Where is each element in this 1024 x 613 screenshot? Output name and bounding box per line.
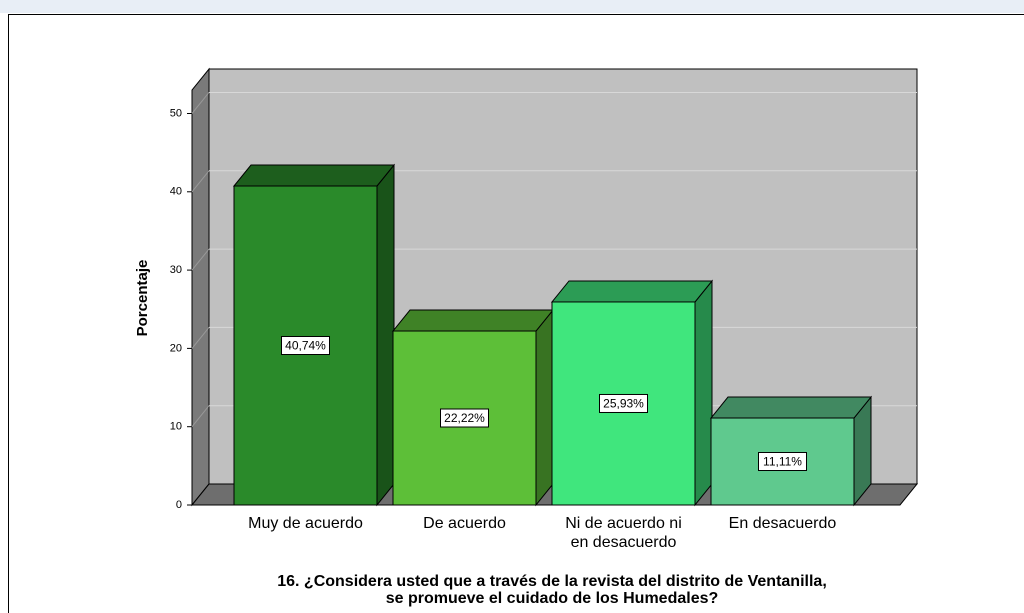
x-tick-label: En desacuerdo — [729, 515, 837, 532]
value-label-box — [758, 452, 807, 472]
value-label: 11,11% — [763, 455, 802, 469]
value-label-box — [440, 408, 489, 428]
grid-line — [191, 405, 210, 428]
y-tick-label: 10 — [170, 421, 182, 433]
y-tick-label: 50 — [170, 107, 182, 119]
bar-top — [391, 309, 555, 332]
side-wall — [191, 67, 210, 507]
value-label: 40,74% — [285, 339, 326, 353]
grid-line — [191, 248, 210, 271]
chart-title: 16. ¿Considera usted que a través de la … — [277, 573, 827, 607]
y-tick-label: 30 — [170, 264, 182, 276]
y-tick-label: 40 — [170, 186, 182, 198]
bar-side — [535, 308, 554, 507]
value-label-box — [281, 335, 330, 355]
y-tick-label: 20 — [170, 342, 182, 354]
bar-top — [550, 280, 714, 303]
value-label: 25,93% — [603, 397, 644, 411]
bar-side — [694, 279, 713, 507]
bar-side — [376, 163, 395, 507]
x-tick-label: Muy de acuerdo — [248, 515, 363, 532]
y-tick-label: 0 — [176, 499, 182, 511]
value-label: 22,22% — [444, 411, 485, 425]
top-strip — [0, 0, 1024, 13]
bar-top — [709, 396, 873, 419]
grid-line — [191, 92, 210, 114]
x-tick-label: De acuerdo — [423, 515, 506, 532]
grid-line — [191, 327, 210, 349]
bar-top — [232, 164, 396, 187]
x-tick-label: Ni de acuerdo ni en desacuerdo — [565, 515, 682, 551]
y-axis-label: Porcentaje — [134, 260, 151, 337]
grid-line — [191, 170, 210, 193]
bar — [710, 417, 855, 506]
value-label-box — [599, 393, 648, 413]
